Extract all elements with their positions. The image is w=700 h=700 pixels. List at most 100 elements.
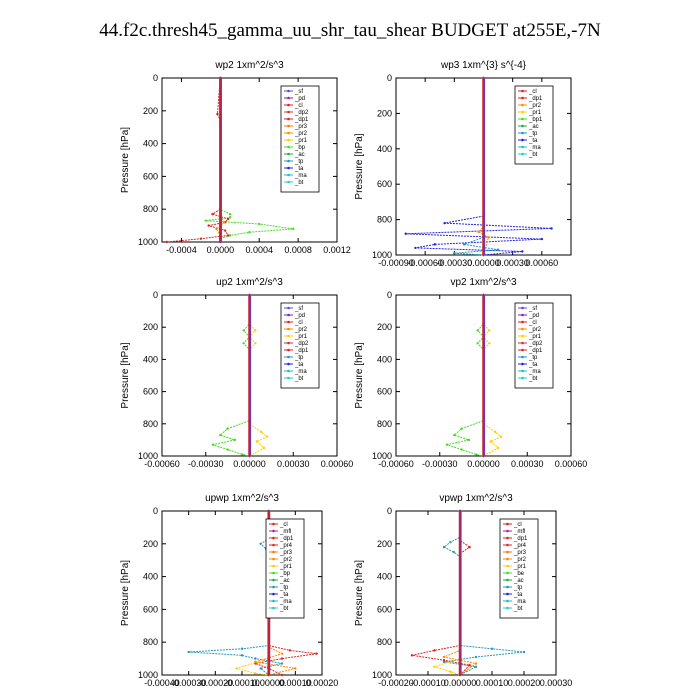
legend-label: _ac [513, 578, 524, 584]
panel-title: wp3 1xm^{3} s^{-4} [440, 60, 527, 71]
data-point [288, 649, 292, 652]
legend-label: _pr1 [528, 110, 542, 116]
y-axis-label: Pressure [hPa] [354, 560, 365, 626]
legend-marker [506, 522, 509, 526]
legend-label: _pr1 [294, 334, 308, 340]
y-tick-label: 1000 [138, 670, 158, 680]
legend-label: _pd [294, 313, 305, 319]
legend-box [280, 85, 320, 193]
data-point [550, 227, 553, 230]
data-point [442, 660, 446, 664]
legend-marker [272, 571, 275, 575]
data-point [442, 545, 446, 549]
series-line-pr2 [482, 295, 502, 457]
data-point [254, 329, 257, 332]
legend-marker [287, 166, 290, 170]
legend-marker [272, 599, 275, 603]
legend-marker [521, 320, 524, 324]
legend-marker [521, 145, 524, 149]
series-line-pr1 [205, 78, 294, 242]
legend-label: _ta [294, 166, 304, 172]
legend-marker [521, 138, 524, 142]
x-tick-label: -0.00040 [144, 678, 180, 688]
legend-marker [521, 313, 524, 317]
legend-label: _ta [528, 362, 538, 368]
legend-marker [287, 376, 290, 380]
legend-label: _bt [294, 376, 304, 382]
x-tick-label: 0.00000 [252, 678, 285, 688]
data-point [226, 234, 230, 237]
legend-label: _dp2 [294, 341, 309, 347]
x-tick-label: 0.00060 [321, 459, 354, 469]
series-line-pr2 [255, 511, 296, 676]
data-point [540, 237, 544, 241]
data-point [496, 446, 500, 450]
x-tick-label: 0.00010 [279, 678, 312, 688]
y-tick-label: 400 [143, 572, 158, 582]
data-point [280, 657, 284, 660]
data-point [488, 329, 491, 332]
legend-label: _cl [294, 320, 303, 326]
data-point [207, 224, 210, 227]
data-point [223, 229, 227, 232]
legend-label: _pr3 [279, 550, 293, 556]
y-axis-label: Pressure [hPa] [120, 342, 131, 408]
x-tick-label: 0.00060 [555, 459, 588, 469]
x-tick-label: 0.00000 [467, 459, 500, 469]
data-point [165, 240, 169, 244]
x-tick-label: 0.00030 [511, 459, 544, 469]
figure-title: 44.f2c.thresh45_gamma_uu_shr_tau_shear B… [99, 20, 601, 41]
data-point [468, 545, 471, 549]
y-tick-label: 0 [387, 506, 392, 516]
legend-marker [287, 306, 290, 310]
legend-label: _ta [513, 592, 523, 598]
legend-label: _tp [294, 355, 304, 361]
data-point [443, 221, 446, 225]
legend-marker [287, 327, 290, 331]
legend-label: _ta [528, 138, 538, 144]
legend-label: _cl [279, 522, 288, 528]
legend-marker [287, 117, 290, 121]
y-tick-label: 600 [143, 171, 158, 181]
legend-marker [287, 341, 290, 345]
x-tick-label: 0.0000 [207, 245, 235, 255]
data-point [235, 667, 238, 670]
legend-label: _mfl [279, 529, 291, 535]
legend-marker [521, 376, 524, 380]
data-point [476, 329, 479, 332]
chart-panel-0: wp2 1xm^2/s^3 Pressure [hPa] 0 200 400 600 800… [120, 60, 351, 255]
legend-label: _cl [528, 89, 537, 95]
legend-marker [287, 369, 290, 373]
legend-label: _ta [294, 362, 304, 368]
y-tick-label: 800 [377, 215, 392, 225]
y-tick-label: 800 [143, 637, 158, 647]
data-point [187, 650, 190, 654]
legend-label: _dp2 [528, 341, 543, 347]
x-tick-label: 0.0012 [323, 245, 351, 255]
x-tick-label: -0.00030 [437, 258, 473, 268]
x-tick-label: -0.00060 [378, 459, 414, 469]
legend-label: _dp1 [528, 348, 543, 354]
data-point [215, 227, 218, 231]
legend-label: _cl [294, 103, 303, 109]
legend-label: _ac [528, 124, 539, 130]
legend-marker [521, 348, 524, 352]
panel-title: vpwp 1xm^2/s^3 [439, 493, 513, 504]
legend-label: _tp [294, 159, 304, 165]
legend-marker [272, 529, 275, 533]
data-point [280, 662, 284, 665]
legend-marker [272, 543, 275, 547]
legend-marker [506, 564, 509, 568]
legend-marker [287, 138, 290, 142]
data-point [240, 654, 244, 657]
series-line-pr1 [234, 511, 270, 676]
legend-label: _pr4 [279, 543, 293, 549]
data-point [460, 448, 463, 451]
legend-marker [287, 173, 290, 177]
legend-marker [272, 564, 275, 568]
legend-label: _bp1 [528, 117, 543, 123]
data-point [453, 433, 456, 437]
legend-marker [272, 550, 275, 554]
y-tick-label: 0 [153, 73, 158, 83]
x-tick-label: -0.00030 [188, 459, 224, 469]
